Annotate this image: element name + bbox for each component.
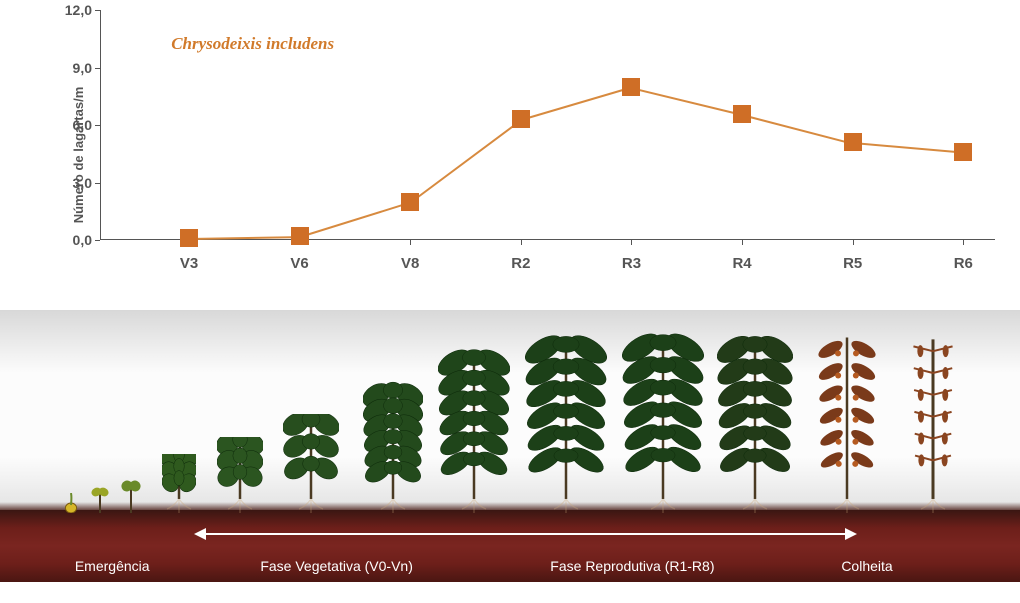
chart-marker xyxy=(622,78,640,96)
x-tick-mark xyxy=(410,240,411,245)
chart-marker xyxy=(180,229,198,247)
x-tick-mark xyxy=(521,240,522,245)
x-tick-label: R4 xyxy=(732,255,751,272)
chart-line-segment xyxy=(410,119,522,203)
y-tick-label: 9,0 xyxy=(73,60,92,76)
series-label: Chrysodeixis includens xyxy=(171,34,334,54)
chart-line-segment xyxy=(521,87,632,122)
phase-label: Fase Reprodutiva (R1-R8) xyxy=(550,558,714,574)
y-tick-mark xyxy=(95,68,100,69)
plant-stage-icon xyxy=(162,454,196,518)
x-tick-label: V6 xyxy=(290,255,308,272)
growth-stage-panel: Emergência Fase Vegetativa (V0-Vn) Fase Re… xyxy=(0,310,1020,603)
chart-marker xyxy=(291,227,309,245)
phase-label: Colheita xyxy=(841,558,892,574)
chart-line-segment xyxy=(742,114,853,145)
x-tick-mark xyxy=(631,240,632,245)
chart-plot-area: Chrysodeixis includens 0,03,06,09,012,0V… xyxy=(100,10,990,240)
plant-stage-icon xyxy=(717,329,793,518)
x-tick-mark xyxy=(963,240,964,245)
chart-marker xyxy=(512,110,530,128)
plant-stage-icon xyxy=(283,414,339,518)
chart-line-segment xyxy=(631,87,742,116)
plant-stage-icon xyxy=(910,331,956,518)
x-tick-label: R5 xyxy=(843,255,862,272)
plant-stage-icon xyxy=(217,437,263,518)
y-tick-mark xyxy=(95,125,100,126)
phase-label: Fase Vegetativa (V0-Vn) xyxy=(260,558,413,574)
chart-panel: Número de lagartas/m Chrysodeixis includ… xyxy=(40,10,1010,300)
plant-stage-icon xyxy=(363,381,423,518)
y-tick-label: 0,0 xyxy=(73,232,92,248)
y-tick-label: 3,0 xyxy=(73,175,92,191)
x-tick-label: R3 xyxy=(622,255,641,272)
phase-range-arrow xyxy=(204,533,847,535)
y-tick-mark xyxy=(95,240,100,241)
chart-marker xyxy=(954,143,972,161)
x-tick-label: V8 xyxy=(401,255,419,272)
x-tick-mark xyxy=(853,240,854,245)
chart-marker xyxy=(733,105,751,123)
y-tick-label: 6,0 xyxy=(73,117,92,133)
x-tick-mark xyxy=(742,240,743,245)
chart-line-segment xyxy=(853,142,964,154)
plant-stage-icon xyxy=(121,477,141,518)
x-tick-label: V3 xyxy=(180,255,198,272)
x-tick-label: R2 xyxy=(511,255,530,272)
plant-stage-icon xyxy=(525,329,607,518)
y-tick-mark xyxy=(95,183,100,184)
y-axis-line xyxy=(100,10,101,240)
plant-stage-icon xyxy=(438,344,510,518)
plant-stage-icon xyxy=(63,493,79,518)
plant-stage-icon xyxy=(622,327,704,518)
plant-stage-icon xyxy=(91,485,109,518)
phase-label: Emergência xyxy=(75,558,150,574)
chart-marker xyxy=(844,133,862,151)
chart-marker xyxy=(401,193,419,211)
chart-line-segment xyxy=(299,202,410,238)
y-tick-label: 12,0 xyxy=(65,2,92,18)
y-axis-label: Número de lagartas/m xyxy=(71,87,86,224)
y-tick-mark xyxy=(95,10,100,11)
plant-stage-icon xyxy=(817,329,877,518)
x-tick-label: R6 xyxy=(954,255,973,272)
